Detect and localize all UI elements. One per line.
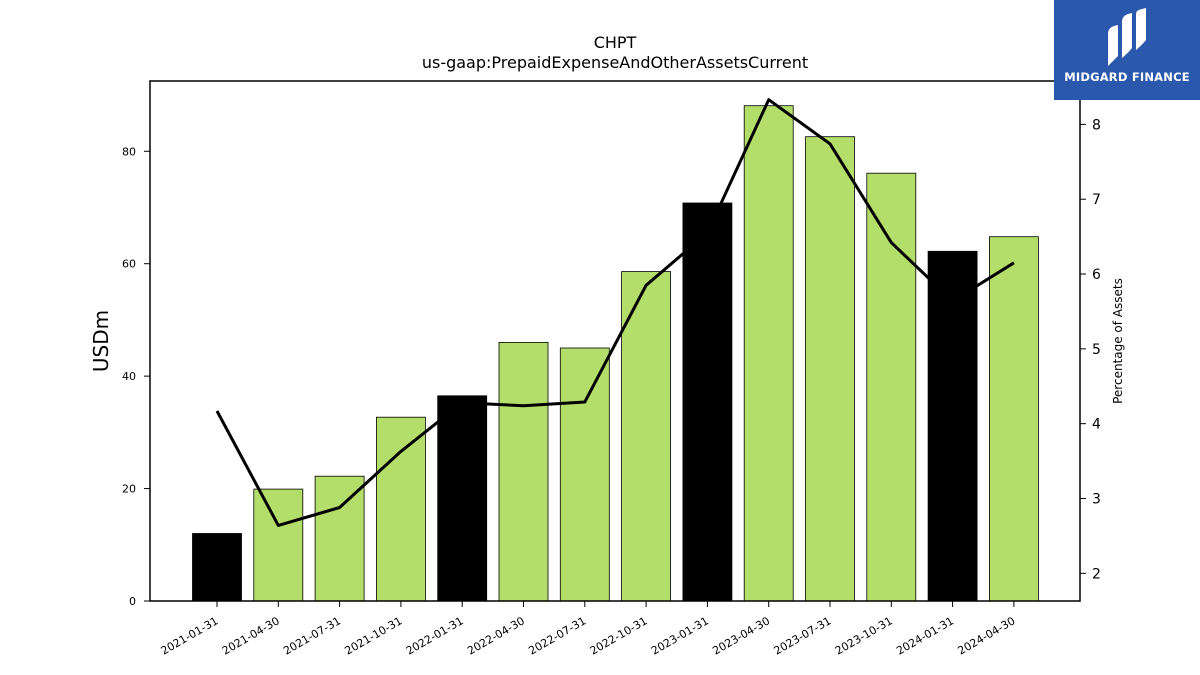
x-tick-label: 2021-07-31 <box>281 614 343 657</box>
bars-group <box>192 105 1039 602</box>
y-tick-label: 0 <box>129 595 136 608</box>
x-tick-label: 2022-01-31 <box>404 614 466 657</box>
x-tick-label: 2022-04-30 <box>465 614 527 657</box>
x-tick-label: 2023-01-31 <box>649 614 711 657</box>
bar <box>253 488 304 602</box>
y-axis-label: USDm <box>89 310 113 372</box>
y2-tick-label: 5 <box>1092 342 1101 358</box>
x-tick-label: 2023-04-30 <box>710 614 772 657</box>
right-axis-ticks: 2 3 4 5 6 7 8 <box>1080 117 1101 582</box>
y2-tick-label: 4 <box>1092 417 1101 433</box>
plot-frame <box>149 80 1081 602</box>
y2-tick-label: 7 <box>1092 192 1101 208</box>
x-tick-label: 2022-10-31 <box>588 614 650 657</box>
bar <box>192 533 242 602</box>
chart-title: CHPT <box>594 33 637 52</box>
bar <box>989 236 1039 602</box>
x-tick-label: 2024-01-31 <box>894 614 956 657</box>
x-tick-label: 2021-01-31 <box>159 614 221 657</box>
bar <box>621 271 671 602</box>
bar <box>498 341 549 602</box>
logo-mark-icon <box>1108 8 1146 66</box>
logo-text: MIDGARD FINANCE <box>1064 70 1190 84</box>
x-tick-label: 2023-07-31 <box>772 614 834 657</box>
x-tick-label: 2021-04-30 <box>220 614 282 657</box>
x-axis-ticks: 2021-01-31 2021-04-30 2021-07-31 2021-10-31… <box>159 601 1018 658</box>
percentage-line <box>215 98 1015 527</box>
bar <box>559 347 610 602</box>
bar <box>927 250 978 602</box>
line-group <box>215 98 1015 527</box>
y2-tick-label: 8 <box>1092 117 1101 133</box>
y2-tick-label: 3 <box>1092 491 1101 507</box>
bar <box>743 105 794 602</box>
x-tick-label: 2023-10-31 <box>833 614 895 657</box>
midgard-finance-logo: MIDGARD FINANCE <box>1054 0 1200 100</box>
bar <box>375 416 426 602</box>
x-tick-label: 2021-10-31 <box>343 614 405 657</box>
y2-axis-label: Percentage of Assets <box>1111 278 1125 404</box>
bar <box>805 136 855 602</box>
bar <box>866 172 917 602</box>
y2-tick-label: 6 <box>1092 267 1101 283</box>
y-tick-label: 80 <box>122 145 136 158</box>
bar <box>682 202 733 602</box>
x-tick-label: 2024-04-30 <box>956 614 1018 657</box>
chart-subtitle: us-gaap:PrepaidExpenseAndOtherAssetsCurr… <box>422 53 808 72</box>
bar <box>314 475 365 602</box>
left-axis-ticks: 0 20 40 60 80 <box>122 145 150 608</box>
bar <box>437 395 488 602</box>
y2-tick-label: 2 <box>1092 566 1101 582</box>
y-tick-label: 20 <box>122 483 136 496</box>
x-tick-label: 2022-07-31 <box>526 614 588 657</box>
y-tick-label: 60 <box>122 258 136 271</box>
y-tick-label: 40 <box>122 370 136 383</box>
